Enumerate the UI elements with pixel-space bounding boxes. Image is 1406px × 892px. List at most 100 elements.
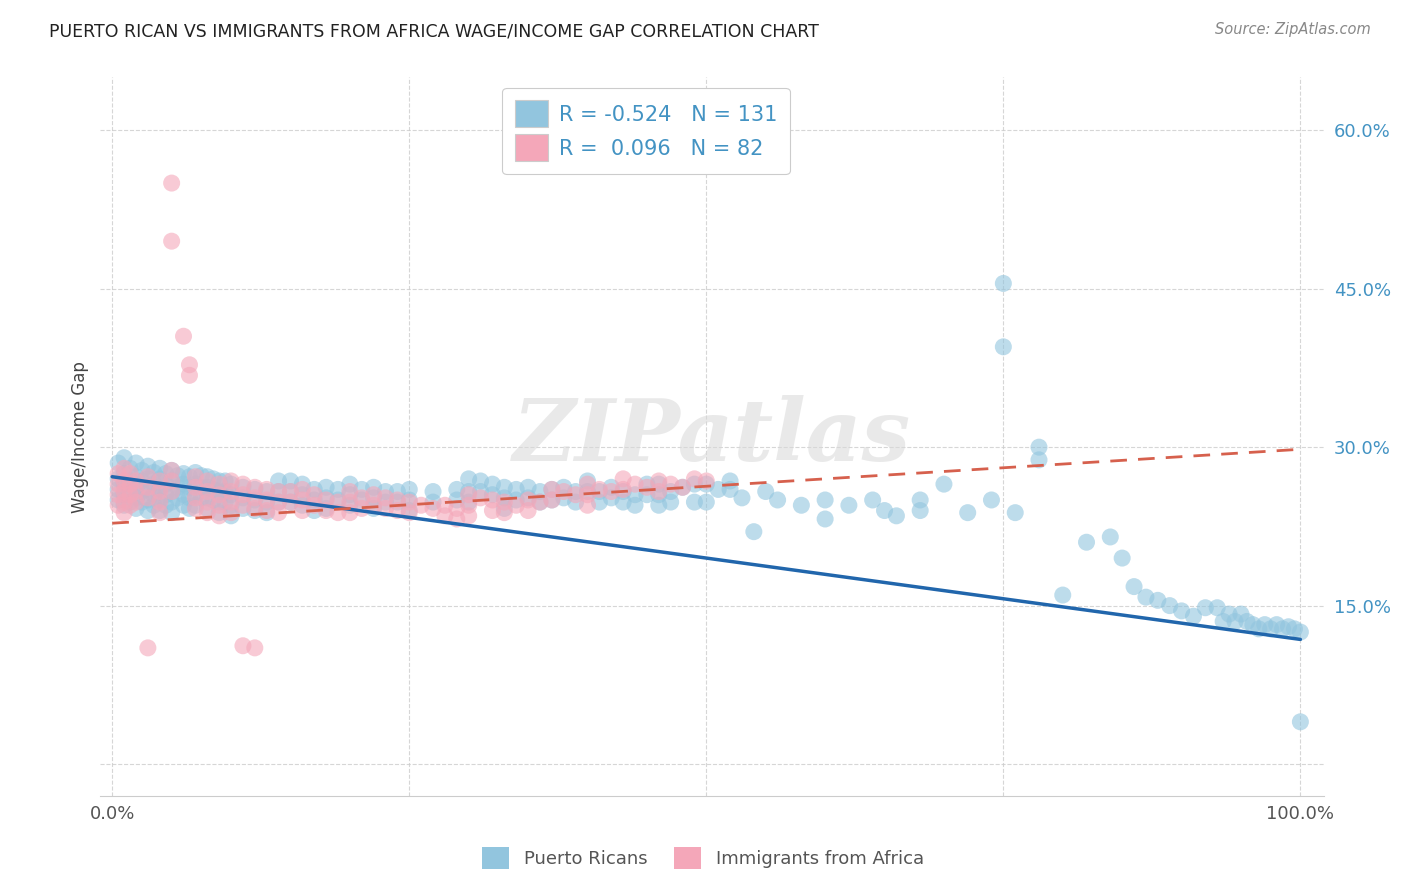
Point [350,483,373,497]
Point [576,488,599,502]
Point [155,477,177,491]
Point [256,503,278,517]
Point [280,474,302,488]
Point [446,501,468,516]
Point [315,491,337,505]
Point [160,176,183,190]
Point [671,480,693,494]
Point [470,491,492,505]
Point [291,503,314,517]
Point [695,495,717,509]
Point [422,495,444,509]
Point [195,491,218,505]
Point [576,474,599,488]
Point [374,491,396,505]
Point [1289,714,1312,729]
Point [195,506,218,520]
Point [457,508,479,523]
Point [208,495,231,509]
Point [125,474,148,488]
Point [1277,620,1299,634]
Point [166,468,188,483]
Point [280,495,302,509]
Point [873,503,896,517]
Point [149,461,172,475]
Point [136,503,159,517]
Point [481,488,503,502]
Point [433,498,456,512]
Point [600,491,623,505]
Point [160,234,183,248]
Point [1254,617,1277,632]
Point [131,495,153,509]
Point [243,503,266,517]
Point [576,498,599,512]
Point [208,474,231,488]
Point [624,488,647,502]
Point [387,495,409,509]
Point [232,498,254,512]
Point [136,483,159,497]
Point [387,503,409,517]
Point [529,495,551,509]
Point [232,477,254,491]
Point [184,488,207,502]
Point [457,495,479,509]
Point [136,493,159,508]
Point [195,484,218,499]
Point [120,484,142,499]
Point [232,501,254,516]
Point [908,503,931,517]
Point [363,480,385,494]
Point [190,491,212,505]
Point [457,472,479,486]
Point [219,477,242,491]
Point [120,488,142,502]
Point [267,474,290,488]
Point [243,493,266,508]
Point [540,493,562,508]
Point [243,640,266,655]
Point [202,493,225,508]
Point [302,488,325,502]
Point [742,524,765,539]
Point [588,495,610,509]
Point [208,506,231,520]
Point [184,491,207,505]
Text: ZIPatlas: ZIPatlas [513,395,911,478]
Point [184,466,207,480]
Point [433,508,456,523]
Point [219,508,242,523]
Point [202,483,225,497]
Point [120,498,142,512]
Point [446,483,468,497]
Point [494,506,516,520]
Point [588,483,610,497]
Point [160,474,183,488]
Point [184,477,207,491]
Point [1284,622,1306,636]
Point [179,491,201,505]
Point [695,474,717,488]
Point [1212,615,1234,629]
Point [1271,622,1294,636]
Point [326,483,349,497]
Point [494,495,516,509]
Point [112,477,135,491]
Point [564,488,586,502]
Point [112,506,135,520]
Point [1260,622,1282,636]
Point [1099,530,1122,544]
Point [350,491,373,505]
Point [136,480,159,494]
Point [398,506,420,520]
Point [636,480,658,494]
Point [160,474,183,488]
Point [612,483,634,497]
Point [398,495,420,509]
Point [980,493,1002,508]
Point [1230,607,1253,621]
Point [588,484,610,499]
Point [214,484,236,499]
Point [350,493,373,508]
